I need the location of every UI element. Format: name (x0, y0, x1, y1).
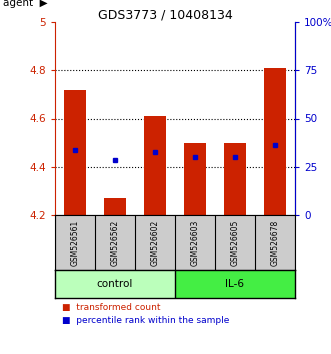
Text: GSM526562: GSM526562 (111, 219, 119, 266)
Bar (144, 116, 166, 215)
Text: ■  transformed count: ■ transformed count (62, 303, 160, 312)
Text: GSM526561: GSM526561 (71, 219, 79, 266)
Text: agent  ▶: agent ▶ (3, 0, 48, 8)
Bar (55, 270, 175, 298)
Text: GSM526603: GSM526603 (191, 219, 200, 266)
Text: GSM526605: GSM526605 (230, 219, 240, 266)
Bar (224, 143, 246, 215)
Bar (64, 90, 86, 215)
Bar (184, 143, 206, 215)
Text: control: control (97, 279, 133, 289)
Text: GSM526602: GSM526602 (151, 219, 160, 266)
Text: ■  percentile rank within the sample: ■ percentile rank within the sample (62, 316, 229, 325)
Text: IL-6: IL-6 (225, 279, 245, 289)
Bar (264, 68, 286, 215)
Bar (104, 198, 126, 215)
Text: GDS3773 / 10408134: GDS3773 / 10408134 (98, 9, 233, 22)
Text: GSM526678: GSM526678 (270, 219, 279, 266)
Bar (175, 270, 295, 298)
